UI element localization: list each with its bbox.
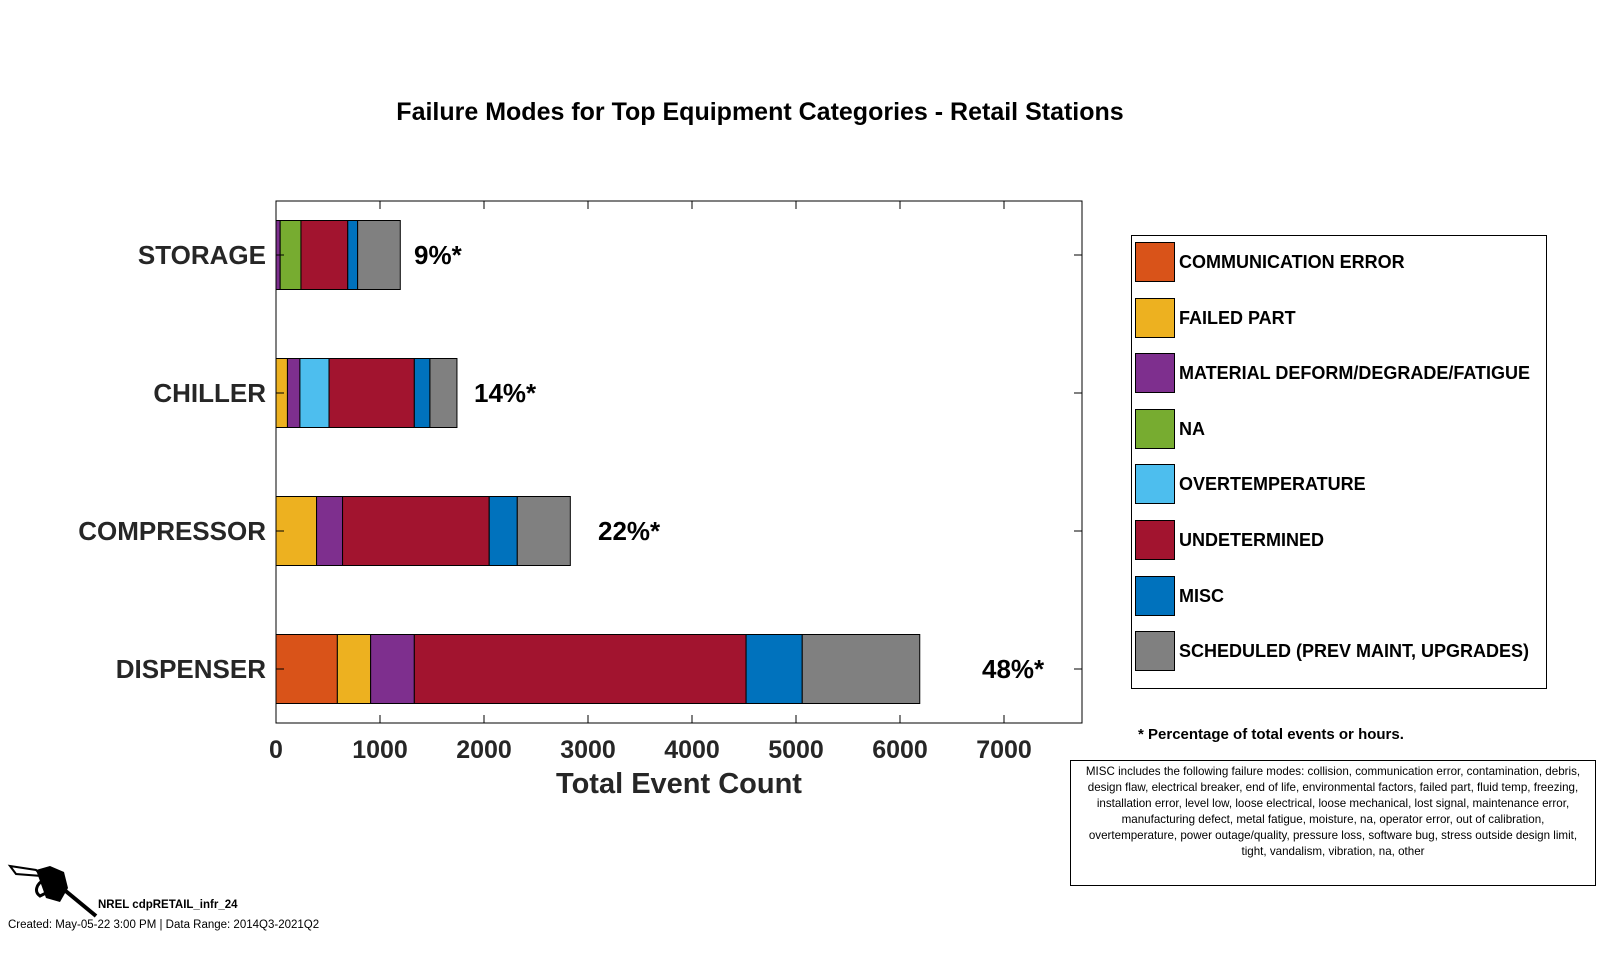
legend-item: FAILED PART xyxy=(1135,298,1545,338)
misc-note-box: MISC includes the following failure mode… xyxy=(1070,760,1596,886)
category-label: COMPRESSOR xyxy=(78,516,266,546)
bar-segment xyxy=(342,496,490,566)
legend-swatch xyxy=(1135,409,1175,449)
bar-segment xyxy=(516,496,571,566)
bar-segment xyxy=(336,634,372,704)
x-tick-label: 6000 xyxy=(872,736,928,764)
legend-label: COMMUNICATION ERROR xyxy=(1179,252,1405,272)
legend-item: NA xyxy=(1135,409,1545,449)
category-label: CHILLER xyxy=(153,378,266,408)
legend-item: MISC xyxy=(1135,576,1545,616)
x-tick-label: 1000 xyxy=(352,736,408,764)
percentage-label: 14%* xyxy=(474,378,537,408)
x-axis-label: Total Event Count xyxy=(556,768,802,800)
bar-segment xyxy=(286,358,301,428)
legend-swatch xyxy=(1135,464,1175,504)
percentage-label: 22%* xyxy=(598,516,661,546)
legend-item: OVERTEMPERATURE xyxy=(1135,464,1545,504)
legend-label: OVERTEMPERATURE xyxy=(1179,474,1366,494)
bar-segment xyxy=(328,358,415,428)
bar-segment xyxy=(300,220,349,290)
x-tick-label: 3000 xyxy=(560,736,616,764)
bar-segment xyxy=(347,220,359,290)
legend-item: MATERIAL DEFORM/DEGRADE/FATIGUE xyxy=(1135,353,1545,393)
bar-segment xyxy=(357,220,401,290)
legend-item: SCHEDULED (PREV MAINT, UPGRADES) xyxy=(1135,631,1545,671)
bar-segment xyxy=(370,634,415,704)
bar-segment xyxy=(275,634,338,704)
bar-segment xyxy=(413,634,747,704)
created-label: Created: May-05-22 3:00 PM | Data Range:… xyxy=(8,919,320,931)
legend-label: MATERIAL DEFORM/DEGRADE/FATIGUE xyxy=(1179,363,1530,383)
percentage-label: 48%* xyxy=(982,654,1045,684)
bar-segment xyxy=(316,496,344,566)
legend-label: SCHEDULED (PREV MAINT, UPGRADES) xyxy=(1179,641,1530,661)
legend-swatch xyxy=(1135,631,1175,671)
category-label: DISPENSER xyxy=(116,654,266,684)
x-tick-label: 7000 xyxy=(976,736,1032,764)
bar-segment xyxy=(488,496,518,566)
bar-segment xyxy=(299,358,330,428)
legend-swatch xyxy=(1135,298,1175,338)
x-tick-label: 4000 xyxy=(664,736,720,764)
legend-label: MISC xyxy=(1179,586,1224,606)
credit-label: NREL cdpRETAIL_infr_24 xyxy=(98,899,238,911)
legend-swatch xyxy=(1135,576,1175,616)
x-tick-label: 2000 xyxy=(456,736,512,764)
category-label: STORAGE xyxy=(138,240,266,270)
legend-item: UNDETERMINED xyxy=(1135,520,1545,560)
legend-label: FAILED PART xyxy=(1179,308,1296,328)
legend-label: NA xyxy=(1179,419,1205,439)
chart-title: Failure Modes for Top Equipment Categori… xyxy=(396,98,1124,126)
legend-swatch xyxy=(1135,353,1175,393)
bar-segment xyxy=(745,634,803,704)
legend-label: UNDETERMINED xyxy=(1179,530,1325,550)
chart-legend: COMMUNICATION ERROR FAILED PART MATERIAL… xyxy=(1131,235,1547,689)
percentage-label: 9%* xyxy=(414,240,463,270)
percentage-footnote: * Percentage of total events or hours. xyxy=(1138,726,1404,743)
bar-segment xyxy=(801,634,921,704)
fuel-nozzle-icon xyxy=(7,864,98,918)
legend-item: COMMUNICATION ERROR xyxy=(1135,242,1545,282)
x-tick-label: 0 xyxy=(269,736,283,764)
bar-segment xyxy=(429,358,458,428)
legend-swatch xyxy=(1135,520,1175,560)
bar-segment xyxy=(413,358,431,428)
legend-swatch xyxy=(1135,242,1175,282)
x-tick-label: 5000 xyxy=(768,736,824,764)
